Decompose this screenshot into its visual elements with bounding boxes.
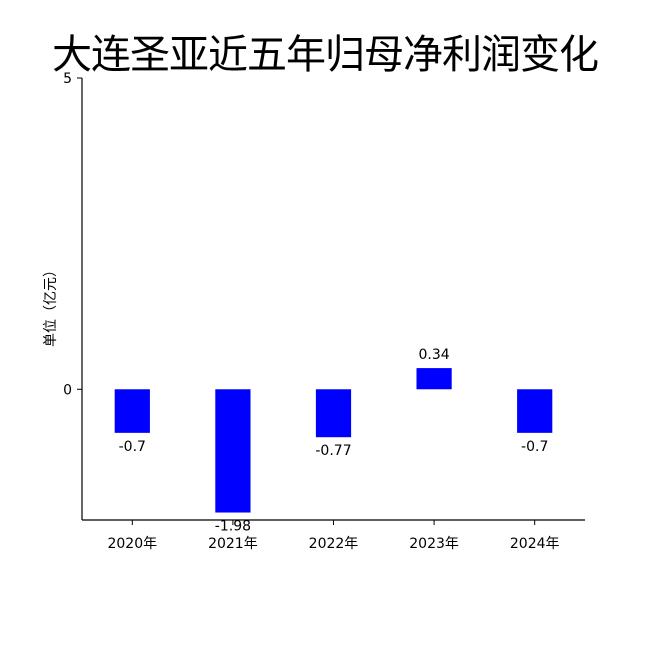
chart-title: 大连圣亚近五年归母净利润变化 <box>52 32 599 78</box>
bar-data-label: 0.34 <box>419 347 450 363</box>
bar <box>114 389 150 433</box>
bar <box>517 389 553 433</box>
bar <box>215 389 251 513</box>
bar-data-label: -0.77 <box>315 443 351 459</box>
x-tick-label: 2020年 <box>107 536 157 552</box>
x-tick-label: 2024年 <box>510 536 560 552</box>
bar-data-label: -1.98 <box>215 519 251 535</box>
x-tick-label: 2023年 <box>409 536 459 552</box>
bar-data-label: -0.7 <box>521 439 548 455</box>
bar-data-label: -0.7 <box>119 439 146 455</box>
bar <box>416 368 452 390</box>
x-tick-label: 2022年 <box>309 536 359 552</box>
y-axis-title: 单位（亿元） <box>43 263 59 347</box>
y-tick-label: 0 <box>63 382 72 398</box>
y-tick-label: 5 <box>63 71 72 87</box>
bar <box>315 389 352 438</box>
x-tick-label: 2021年 <box>208 536 258 552</box>
